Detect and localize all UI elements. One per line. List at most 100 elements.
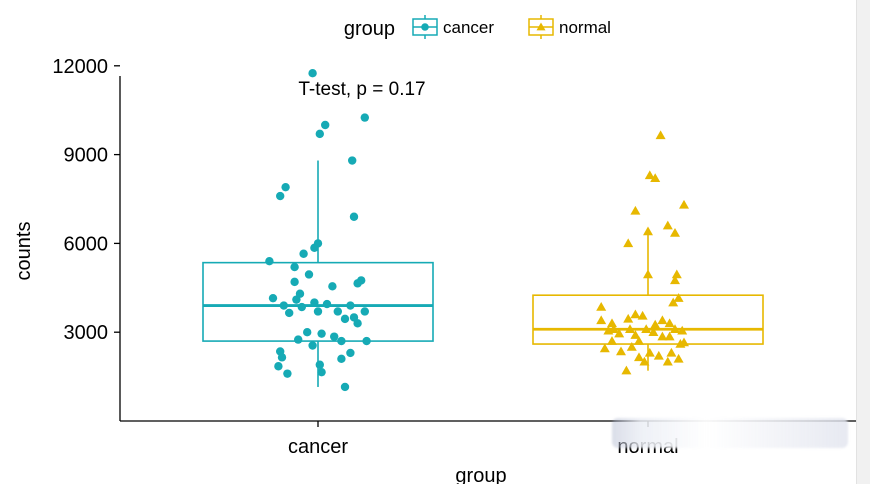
y-tick-label: 12000 bbox=[52, 56, 108, 78]
point-cancer bbox=[353, 279, 362, 288]
point-cancer bbox=[303, 328, 312, 337]
point-cancer bbox=[330, 332, 339, 341]
point-cancer bbox=[299, 249, 308, 258]
point-normal bbox=[648, 327, 659, 336]
point-cancer bbox=[310, 243, 319, 253]
point-cancer bbox=[297, 302, 306, 312]
iqr-box bbox=[532, 294, 764, 345]
point-normal bbox=[634, 352, 644, 362]
y-tick-label: 3000 bbox=[64, 322, 109, 344]
box-cancer bbox=[202, 160, 434, 387]
point-normal bbox=[630, 330, 641, 339]
point-cancer bbox=[281, 182, 290, 192]
point-cancer bbox=[274, 362, 283, 371]
box-normal bbox=[532, 231, 764, 371]
y-axis-label: counts bbox=[13, 222, 35, 281]
point-cancer bbox=[322, 299, 332, 309]
legend: group cancer normal bbox=[344, 15, 611, 40]
point-normal bbox=[673, 293, 684, 302]
annotation-t-test: T-test, p = 0.17 bbox=[298, 79, 425, 100]
point-cancer bbox=[346, 348, 355, 358]
point-normal bbox=[623, 313, 634, 323]
point-normal bbox=[662, 356, 673, 366]
point-cancer bbox=[360, 307, 369, 316]
point-normal bbox=[657, 315, 668, 325]
point-normal bbox=[607, 318, 617, 328]
point-normal bbox=[643, 226, 653, 236]
point-normal bbox=[614, 328, 625, 338]
point-normal bbox=[596, 315, 607, 325]
point-normal bbox=[664, 318, 675, 328]
point-cancer bbox=[337, 354, 346, 364]
point-normal bbox=[668, 297, 679, 307]
point-normal bbox=[657, 331, 668, 341]
point-cancer bbox=[340, 314, 350, 324]
legend-label-normal: normal bbox=[559, 18, 611, 37]
point-cancer bbox=[337, 336, 346, 346]
point-cancer bbox=[292, 295, 301, 304]
point-cancer bbox=[308, 341, 317, 350]
point-normal bbox=[630, 309, 641, 319]
point-cancer bbox=[360, 113, 369, 122]
point-normal bbox=[643, 269, 653, 279]
point-normal bbox=[664, 331, 675, 341]
x-axis-label: group bbox=[455, 465, 506, 484]
point-cancer bbox=[285, 308, 294, 318]
point-normal bbox=[671, 269, 682, 279]
point-cancer bbox=[349, 313, 359, 322]
point-normal bbox=[650, 319, 661, 329]
point-cancer bbox=[304, 270, 314, 279]
blurred-overlay bbox=[612, 418, 848, 448]
legend-key-marker bbox=[421, 23, 429, 31]
legend-entry-normal: normal bbox=[528, 15, 611, 39]
point-normal bbox=[641, 324, 652, 333]
point-cancer bbox=[283, 369, 292, 378]
point-normal bbox=[634, 336, 644, 345]
point-normal bbox=[673, 353, 684, 363]
point-cancer bbox=[315, 129, 324, 139]
point-normal bbox=[626, 342, 637, 351]
point-cancer bbox=[276, 191, 285, 201]
point-normal bbox=[623, 238, 634, 248]
point-normal bbox=[679, 199, 689, 209]
legend-entries: cancer normal bbox=[412, 15, 611, 39]
point-normal bbox=[662, 220, 673, 230]
point-cancer bbox=[310, 298, 319, 307]
legend-key-marker bbox=[536, 22, 546, 31]
point-normal bbox=[650, 173, 661, 183]
point-normal bbox=[677, 325, 688, 335]
point-cancer bbox=[279, 301, 288, 310]
point-normal bbox=[644, 170, 655, 180]
plot-area: group cancer normal T-test, p = 0.17 3000… bbox=[13, 15, 856, 487]
point-cancer bbox=[315, 360, 324, 369]
iqr-box bbox=[202, 261, 434, 342]
point-normal bbox=[637, 310, 648, 320]
point-cancer bbox=[346, 301, 355, 310]
y-axis-ticks: 3000 6000 9000 12000 bbox=[52, 56, 120, 344]
point-cancer bbox=[321, 120, 330, 130]
point-normal bbox=[639, 356, 650, 366]
point-cancer bbox=[290, 277, 299, 287]
point-cancer bbox=[294, 335, 303, 344]
point-normal bbox=[621, 365, 632, 375]
point-normal bbox=[616, 346, 626, 356]
point-cancer bbox=[340, 382, 350, 392]
point-normal bbox=[625, 324, 635, 333]
point-cancer bbox=[308, 69, 317, 78]
point-normal bbox=[670, 275, 680, 285]
point-normal bbox=[599, 343, 610, 353]
scrollbar-track[interactable] bbox=[856, 0, 870, 484]
point-normal bbox=[644, 347, 655, 357]
y-tick-label: 9000 bbox=[64, 145, 109, 167]
box-plot-chart: group cancer normal T-test, p = 0.17 3000… bbox=[13, 15, 856, 487]
point-cancer bbox=[313, 307, 323, 316]
point-cancer bbox=[328, 282, 337, 291]
point-normal bbox=[630, 205, 641, 215]
point-cancer bbox=[333, 307, 342, 316]
point-cancer bbox=[268, 293, 278, 303]
point-cancer bbox=[317, 329, 326, 338]
point-cancer bbox=[349, 212, 359, 221]
legend-title: group bbox=[344, 18, 395, 40]
data-points bbox=[265, 69, 689, 392]
legend-label-cancer: cancer bbox=[443, 18, 494, 37]
